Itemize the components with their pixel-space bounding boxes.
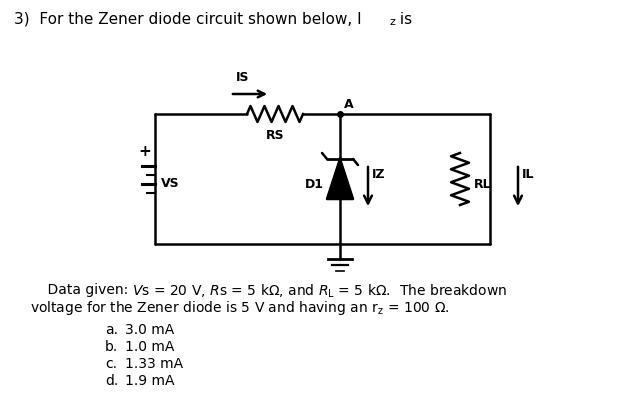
Text: IS: IS [236,71,250,84]
Text: RL: RL [474,178,492,191]
Text: b.: b. [105,339,118,353]
Text: 1.0 mA: 1.0 mA [125,339,174,353]
Text: Data given:: Data given: [30,282,132,296]
Text: IZ: IZ [372,168,386,181]
Text: IL: IL [522,168,534,181]
Text: D1: D1 [305,178,324,191]
Text: 1.9 mA: 1.9 mA [125,373,175,387]
Text: a.: a. [105,322,118,336]
Text: c.: c. [105,356,117,370]
Text: d.: d. [105,373,118,387]
Text: $\mathit{V}$s = 20 V, $\mathit{R}$s = 5 k$\Omega$, and $\mathit{R}_\mathrm{L}$ =: $\mathit{V}$s = 20 V, $\mathit{R}$s = 5 … [132,282,507,300]
Text: voltage for the Zener diode is 5 V and having an r$_\mathrm{z}$ = 100 $\Omega$.: voltage for the Zener diode is 5 V and h… [30,298,450,316]
Text: is: is [395,12,412,27]
Text: z: z [389,17,395,27]
Polygon shape [327,160,353,200]
Text: 1.33 mA: 1.33 mA [125,356,183,370]
Text: 3.0 mA: 3.0 mA [125,322,174,336]
Text: RS: RS [266,129,284,142]
Text: A: A [344,98,354,111]
Text: +: + [139,144,152,159]
Text: VS: VS [161,177,180,190]
Text: 3)  For the Zener diode circuit shown below, I: 3) For the Zener diode circuit shown bel… [14,12,362,27]
